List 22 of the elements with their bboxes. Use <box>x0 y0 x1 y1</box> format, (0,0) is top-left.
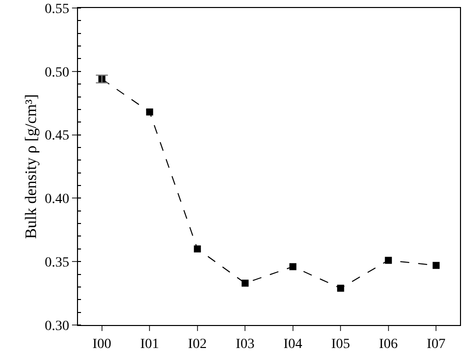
x-tick-label: I06 <box>379 336 398 352</box>
y-axis-title: Bulk density ρ [g/cm³] <box>23 94 40 239</box>
x-tick-label: I03 <box>236 336 254 352</box>
y-tick-label: 0.40 <box>44 192 70 208</box>
x-tick-label: I07 <box>426 336 446 352</box>
point <box>432 262 440 269</box>
point <box>194 245 201 252</box>
x-tick-label: I04 <box>284 336 302 352</box>
x-tick-label: I05 <box>331 336 350 352</box>
x-tick-label: I00 <box>92 336 112 352</box>
point <box>242 280 249 287</box>
y-tick-label: 0.45 <box>44 128 70 144</box>
x-tick-label: I02 <box>188 336 207 352</box>
point <box>337 284 344 292</box>
y-tick-label: 0.55 <box>44 2 70 17</box>
x-tick-label: I01 <box>140 336 159 352</box>
point <box>289 263 296 270</box>
point <box>146 108 154 116</box>
point <box>384 256 392 264</box>
y-tick-label: 0.50 <box>44 65 70 80</box>
y-tick-label: 0.35 <box>44 256 70 270</box>
y-tick-label: 0.30 <box>44 318 70 334</box>
